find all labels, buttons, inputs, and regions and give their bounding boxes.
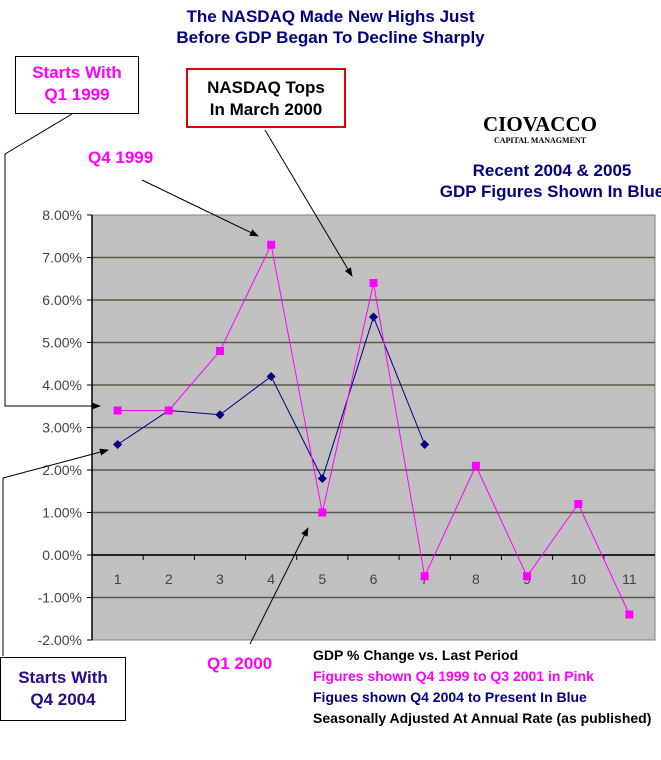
data-point-pink bbox=[420, 572, 429, 581]
ciovacco-logo: CIOVACCO CAPITAL MANAGMENT bbox=[470, 112, 610, 146]
chart-title-line1: The NASDAQ Made New Highs Just bbox=[186, 7, 475, 26]
y-tick-label: -2.00% bbox=[38, 632, 82, 648]
arrow-q1-2000 bbox=[249, 527, 309, 645]
recent-note-line: GDP Figures Shown In Blue bbox=[439, 182, 661, 201]
data-point-pink bbox=[318, 508, 327, 517]
annotation-q1-2000: Q1 2000 bbox=[207, 654, 273, 673]
x-tick-label: 2 bbox=[165, 571, 173, 587]
callout-starts-q1-1999: Starts With Q1 1999 bbox=[15, 56, 139, 114]
y-tick-label: 2.00% bbox=[42, 462, 82, 478]
data-point-pink bbox=[523, 572, 532, 581]
callout-line: Q4 2004 bbox=[30, 690, 96, 709]
legend-note-pink: Figures shown Q4 1999 to Q3 2001 in Pink bbox=[313, 668, 594, 684]
data-point-blue bbox=[215, 410, 225, 420]
data-point-pink bbox=[267, 240, 276, 249]
data-point-blue bbox=[113, 440, 123, 449]
callout-line: NASDAQ Tops bbox=[207, 78, 325, 97]
x-tick-label: 11 bbox=[622, 571, 637, 587]
recent-note: Recent 2004 & 2005 GDP Figures Shown In … bbox=[432, 160, 661, 202]
y-tick-label: 6.00% bbox=[42, 292, 82, 308]
logo-subtitle: CAPITAL MANAGMENT bbox=[493, 136, 587, 145]
x-tick-label: 8 bbox=[472, 571, 480, 587]
data-point-blue bbox=[317, 474, 327, 483]
callout-line: In March 2000 bbox=[209, 100, 323, 119]
x-tick-label: 5 bbox=[318, 571, 326, 587]
data-point-pink bbox=[113, 406, 122, 415]
y-tick-label: 0.00% bbox=[42, 547, 82, 563]
y-tick-label: 8.00% bbox=[42, 207, 82, 223]
callout-line: Starts With bbox=[32, 63, 122, 82]
callout-nasdaq-tops: NASDAQ Tops In March 2000 bbox=[186, 68, 346, 128]
data-point-pink bbox=[574, 500, 583, 508]
legend-note-gdp-change: GDP % Change vs. Last Period bbox=[313, 647, 519, 663]
x-tick-label: 10 bbox=[570, 571, 586, 587]
legend-note-blue: Figues shown Q4 2004 to Present In Blue bbox=[313, 689, 587, 705]
x-tick-label: 4 bbox=[267, 571, 275, 587]
y-tick-label: 1.00% bbox=[42, 505, 82, 521]
callout-line: Starts With bbox=[18, 668, 108, 687]
y-tick-label: 4.00% bbox=[42, 377, 82, 393]
data-point-blue bbox=[369, 312, 378, 322]
legend-notes: GDP % Change vs. Last Period Figures sho… bbox=[313, 645, 653, 729]
x-tick-label: 1 bbox=[114, 571, 122, 587]
chart-title: The NASDAQ Made New Highs Just Before GD… bbox=[0, 6, 661, 48]
y-tick-label: 5.00% bbox=[42, 335, 82, 351]
chart-title-line2: Before GDP Began To Decline Sharply bbox=[176, 28, 485, 47]
arrow-q4-1999 bbox=[141, 179, 259, 237]
logo-name: CIOVACCO bbox=[483, 112, 597, 136]
legend-note-seasonal: Seasonally Adjusted At Annual Rate (as p… bbox=[313, 710, 652, 726]
callout-starts-q4-2004: Starts With Q4 2004 bbox=[0, 657, 126, 721]
data-point-blue bbox=[266, 372, 276, 381]
data-point-pink bbox=[215, 347, 224, 355]
data-point-pink bbox=[471, 461, 480, 470]
x-tick-label: 6 bbox=[370, 571, 378, 587]
y-tick-label: 3.00% bbox=[42, 420, 82, 436]
data-point-pink bbox=[369, 279, 378, 287]
callout-line: Q1 1999 bbox=[44, 85, 110, 104]
arrow-starts-q1-1999 bbox=[4, 113, 101, 410]
x-tick-label: 3 bbox=[216, 571, 224, 587]
data-point-blue bbox=[420, 440, 430, 449]
annotation-q4-1999: Q4 1999 bbox=[88, 148, 154, 167]
recent-note-line: Recent 2004 & 2005 bbox=[472, 161, 632, 180]
arrow-nasdaq-tops bbox=[264, 129, 353, 277]
y-tick-label: -1.00% bbox=[38, 590, 82, 606]
data-point-pink bbox=[164, 406, 173, 415]
y-tick-label: 7.00% bbox=[42, 250, 82, 266]
arrow-starts-q4-2004 bbox=[2, 448, 109, 656]
data-point-pink bbox=[625, 610, 634, 619]
